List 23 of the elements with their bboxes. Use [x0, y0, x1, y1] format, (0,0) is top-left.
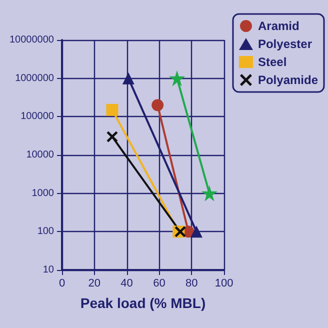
legend-label: Aramid [258, 19, 300, 33]
x-tick-label: 0 [58, 278, 66, 290]
x-axis-title: Peak load (% MBL) [80, 295, 206, 311]
point [106, 131, 118, 142]
legend-label: Polyamide [258, 73, 318, 87]
point [201, 185, 218, 202]
y-tick-label: 1000 [32, 188, 54, 199]
x-tick-label: 80 [185, 278, 198, 290]
y-tick-label: 100 [37, 226, 54, 238]
point [106, 104, 118, 116]
y-tick-label: 10 [42, 264, 54, 276]
x-tick-label: 100 [214, 278, 234, 290]
y-tick-label: 10000 [26, 150, 54, 160]
x-tick-label: 60 [153, 278, 166, 290]
x-tick-label: 20 [88, 278, 101, 290]
legend-label: Steel [258, 55, 287, 69]
point [152, 99, 164, 112]
y-tick-label: 100000 [20, 111, 54, 122]
x-tick-label: 40 [120, 278, 133, 290]
point [169, 70, 186, 86]
legend-label: Polyester [258, 37, 312, 51]
y-tick-label: 1000000 [15, 72, 54, 84]
y-tick-label: 10000000 [10, 34, 54, 46]
